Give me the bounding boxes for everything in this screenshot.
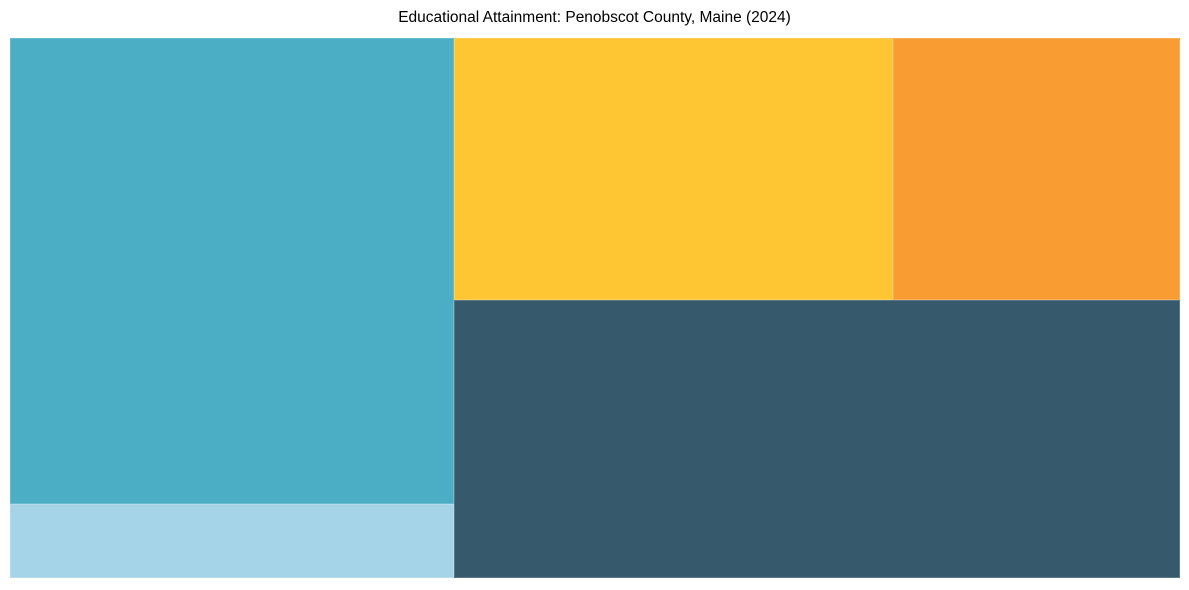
treemap-segment-orange[interactable]: [893, 38, 1180, 300]
treemap-segment-light-blue[interactable]: [10, 504, 454, 578]
treemap-segment-dark-slate[interactable]: [454, 300, 1180, 578]
chart-title: Educational Attainment: Penobscot County…: [398, 9, 791, 26]
treemap: [10, 38, 1180, 578]
treemap-segment-yellow[interactable]: [454, 38, 893, 300]
treemap-segment-teal[interactable]: [10, 38, 454, 504]
